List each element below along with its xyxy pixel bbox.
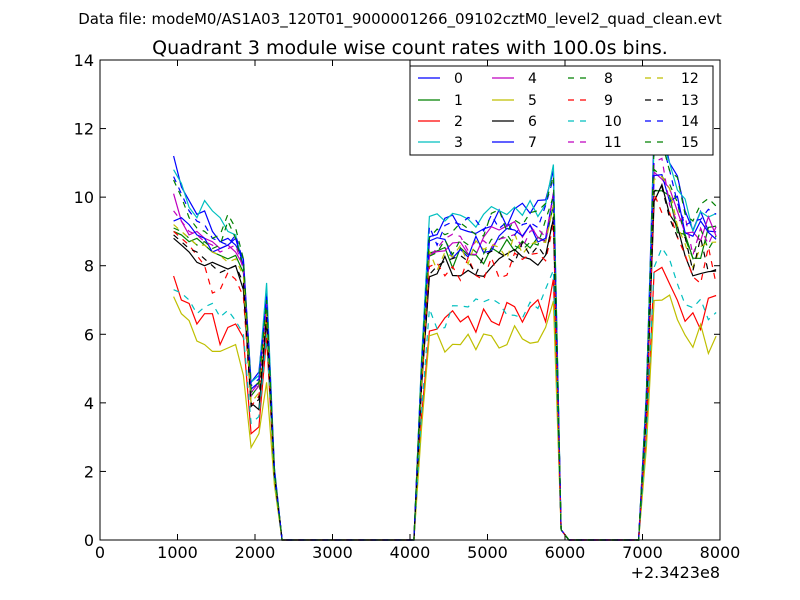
x-offset-label: +2.3423e8	[631, 563, 720, 582]
legend-label-5: 5	[528, 93, 537, 109]
series-line-11	[173, 157, 717, 541]
y-tick-label: 10	[74, 188, 94, 207]
legend-label-11: 11	[604, 135, 622, 151]
x-tick-label: 8000	[700, 543, 741, 562]
legend-label-1: 1	[454, 93, 463, 109]
x-tick-label: 3000	[312, 543, 353, 562]
legend-frame	[409, 65, 714, 156]
y-tick-label: 2	[84, 462, 94, 481]
legend-label-15: 15	[681, 135, 699, 151]
x-tick-label: 6000	[545, 543, 586, 562]
chart-title: Quadrant 3 module wise count rates with …	[152, 37, 668, 59]
x-tick-label: 2000	[235, 543, 276, 562]
legend-label-6: 6	[528, 114, 537, 130]
y-tick-label: 0	[84, 531, 94, 550]
series-line-14	[173, 139, 717, 541]
y-tick-label: 14	[74, 51, 94, 70]
legend-label-3: 3	[454, 135, 463, 151]
y-tick-label: 8	[84, 257, 94, 276]
legend-label-13: 13	[681, 93, 699, 109]
series-line-9	[173, 193, 717, 541]
legend-label-8: 8	[604, 71, 613, 87]
legend-label-12: 12	[681, 71, 699, 87]
y-tick-label: 6	[84, 325, 94, 344]
x-tick-label: 1000	[157, 543, 198, 562]
legend-label-4: 4	[528, 71, 537, 87]
x-axis: 0 1000 2000 3000 4000 5000 6000 7000 8000	[95, 60, 740, 562]
legend-label-9: 9	[604, 93, 613, 109]
x-tick-label: 4000	[390, 543, 431, 562]
legend-label-7: 7	[528, 135, 537, 151]
y-tick-label: 4	[84, 394, 94, 413]
x-tick-label: 5000	[467, 543, 508, 562]
legend-label-14: 14	[681, 114, 699, 130]
figure-suptitle: Data file: modeM0/AS1A03_120T01_90000012…	[78, 10, 722, 29]
legend-label-0: 0	[454, 71, 463, 87]
x-tick-label: 7000	[622, 543, 663, 562]
legend-label-2: 2	[454, 114, 463, 130]
x-tick-label: 0	[95, 543, 105, 562]
y-tick-label: 12	[74, 120, 94, 139]
legend-label-10: 10	[604, 114, 622, 130]
